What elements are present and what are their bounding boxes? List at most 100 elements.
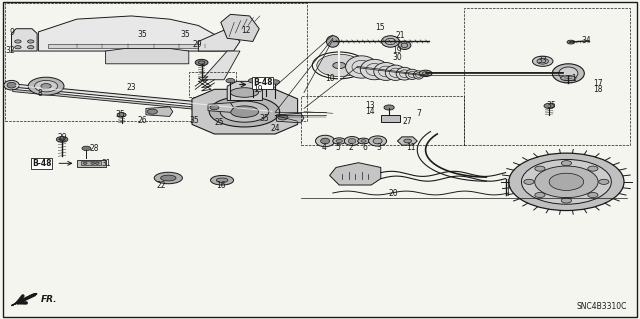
Ellipse shape (413, 71, 424, 79)
Polygon shape (81, 161, 101, 165)
Polygon shape (10, 84, 275, 112)
Text: 35: 35 (137, 30, 147, 39)
Text: 6: 6 (362, 143, 367, 152)
Circle shape (82, 146, 91, 151)
Circle shape (509, 153, 624, 211)
Ellipse shape (7, 82, 16, 88)
Text: 23: 23 (126, 83, 136, 92)
Polygon shape (38, 16, 227, 51)
Text: 20: 20 (388, 189, 399, 198)
Text: 25: 25 (214, 118, 224, 127)
Text: 16: 16 (216, 181, 226, 190)
Circle shape (83, 162, 87, 164)
Ellipse shape (552, 64, 584, 83)
Circle shape (248, 78, 257, 83)
Ellipse shape (360, 59, 388, 80)
Text: 29: 29 (192, 40, 202, 49)
Text: 7: 7 (417, 109, 422, 118)
Polygon shape (381, 115, 400, 122)
Text: 33: 33 (538, 56, 548, 65)
Circle shape (333, 62, 346, 69)
Text: FR.: FR. (40, 295, 57, 304)
Text: 12: 12 (242, 26, 251, 35)
Circle shape (35, 80, 58, 92)
Text: 27: 27 (402, 117, 412, 126)
Ellipse shape (561, 76, 576, 81)
Circle shape (95, 162, 99, 164)
Text: 10: 10 (324, 74, 335, 83)
Ellipse shape (344, 137, 360, 145)
Ellipse shape (209, 96, 280, 127)
Ellipse shape (385, 65, 406, 80)
Ellipse shape (230, 88, 259, 97)
Text: 35: 35 (547, 101, 557, 110)
Text: 9: 9 (10, 28, 15, 37)
Ellipse shape (398, 41, 411, 49)
Polygon shape (77, 160, 106, 167)
Polygon shape (48, 44, 218, 48)
Polygon shape (397, 137, 417, 145)
Circle shape (271, 80, 280, 84)
Text: 13: 13 (365, 101, 375, 110)
Ellipse shape (348, 138, 356, 144)
Polygon shape (227, 81, 262, 100)
Polygon shape (221, 14, 259, 41)
Circle shape (56, 137, 68, 142)
Text: 32: 32 (5, 46, 15, 55)
Text: 14: 14 (365, 107, 375, 116)
Ellipse shape (211, 175, 234, 185)
Text: 2: 2 (349, 143, 354, 152)
Polygon shape (14, 293, 35, 304)
Ellipse shape (374, 63, 398, 80)
Text: 21: 21 (396, 31, 405, 40)
Circle shape (358, 138, 369, 144)
Polygon shape (202, 51, 240, 80)
Circle shape (317, 54, 362, 77)
Text: 29: 29 (57, 133, 67, 142)
Ellipse shape (220, 101, 269, 122)
Text: 35: 35 (259, 114, 269, 123)
Text: 26: 26 (137, 116, 147, 125)
Circle shape (537, 58, 548, 64)
Circle shape (333, 138, 346, 144)
Polygon shape (12, 293, 37, 306)
Polygon shape (13, 89, 275, 117)
Circle shape (522, 160, 611, 204)
Text: 35: 35 (115, 110, 125, 119)
Ellipse shape (373, 138, 382, 144)
Circle shape (549, 173, 584, 190)
Circle shape (544, 103, 554, 108)
Circle shape (41, 84, 51, 89)
Circle shape (28, 77, 64, 95)
Circle shape (561, 198, 572, 203)
Circle shape (384, 105, 394, 110)
Text: 19: 19 (392, 46, 403, 55)
Ellipse shape (316, 135, 335, 147)
Polygon shape (106, 48, 189, 64)
Circle shape (91, 162, 95, 164)
Circle shape (28, 40, 34, 43)
Ellipse shape (4, 80, 19, 90)
Ellipse shape (381, 36, 399, 47)
Text: 35: 35 (189, 116, 199, 125)
Circle shape (599, 179, 609, 184)
Circle shape (147, 109, 157, 114)
Polygon shape (330, 163, 381, 185)
Circle shape (588, 192, 598, 197)
Circle shape (419, 70, 432, 77)
Text: 30: 30 (392, 53, 403, 62)
Circle shape (195, 59, 208, 66)
Text: 15: 15 (375, 23, 385, 32)
Text: 1: 1 (571, 74, 576, 83)
Text: 11: 11 (406, 143, 415, 152)
Text: 5: 5 (335, 143, 340, 152)
Circle shape (28, 46, 34, 49)
Circle shape (535, 192, 545, 197)
Polygon shape (208, 103, 234, 112)
Circle shape (535, 166, 545, 171)
Text: 17: 17 (593, 79, 604, 88)
Text: 34: 34 (581, 36, 591, 45)
Ellipse shape (406, 69, 419, 79)
Text: 24: 24 (270, 124, 280, 133)
Circle shape (226, 78, 235, 83)
